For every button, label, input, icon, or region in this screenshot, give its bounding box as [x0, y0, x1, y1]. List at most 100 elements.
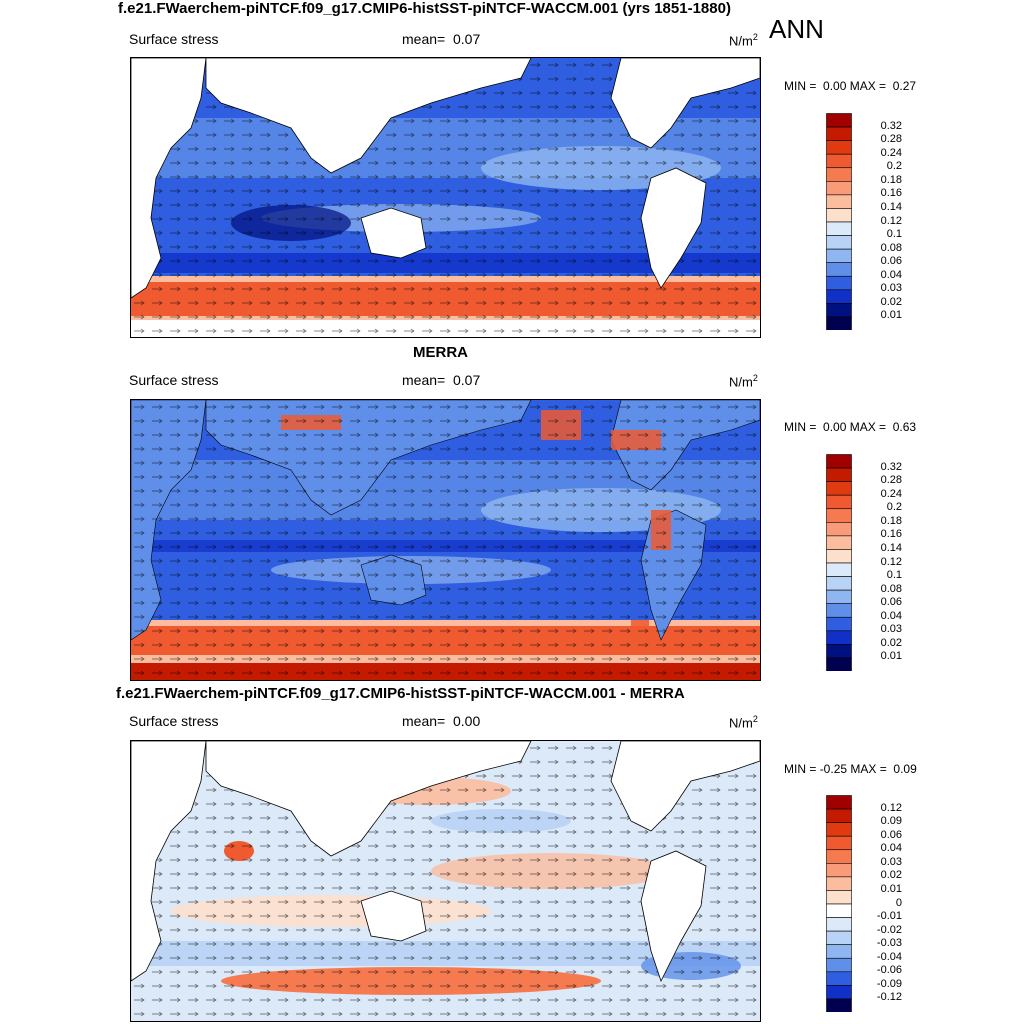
colorbar-swatch: [826, 576, 852, 591]
colorbar-swatch: [826, 630, 852, 645]
season-label: ANN: [769, 14, 824, 44]
colorbar-tick-label: 0.12: [880, 801, 902, 814]
colorbar-tick-label: -0.06: [876, 964, 902, 977]
colorbar-tick-label: 0.1: [886, 569, 902, 582]
colorbar-tick-label: 0.14: [880, 541, 902, 554]
panel-1-units-base: N/m: [729, 33, 753, 49]
colorbar-tick-label: 0.32: [880, 460, 902, 473]
panel-2-title: MERRA: [413, 344, 468, 361]
colorbar-swatch: [826, 316, 852, 331]
colorbar-swatch: [826, 508, 852, 523]
panel-1-map: [130, 57, 761, 338]
colorbar-tick-label: 0.08: [880, 241, 902, 254]
colorbar-tick-label: 0: [895, 896, 902, 909]
colorbar-svg: [826, 795, 852, 1013]
panel-1-mean-value: 0.07: [452, 31, 481, 47]
colorbar-tick-label: 0.12: [880, 555, 902, 568]
colorbar-tick-label: 0.2: [886, 501, 902, 514]
panel-2-min-value: 0.00: [823, 420, 847, 434]
panel-1-colorbar-labels: 0.32 0.28 0.24 0.2 0.18 0.16 0.14 0.12 0.1 0.08 0.…: [860, 113, 920, 330]
colorbar-tick-label: -0.04: [876, 950, 902, 963]
colorbar-swatch: [826, 957, 852, 973]
colorbar-tick-label: 0.04: [880, 609, 902, 622]
colorbar-tick-label: 0.02: [880, 636, 902, 649]
panel-3-land: [131, 741, 760, 983]
colorbar-tick-label: 0.12: [880, 214, 902, 227]
panel-2-max-value: 0.63: [892, 420, 917, 434]
colorbar-swatch: [826, 481, 852, 496]
colorbar-swatch: [826, 549, 852, 564]
colorbar-swatch: [826, 535, 852, 550]
colorbar-swatch: [826, 795, 852, 810]
colorbar-swatch: [826, 221, 852, 236]
colorbar-tick-label: 0.01: [880, 309, 902, 322]
panel-3-units: N/m2: [729, 714, 758, 730]
colorbar-swatch: [826, 562, 852, 577]
colorbar-swatch: [826, 289, 852, 304]
colorbar-swatch: [826, 644, 852, 659]
colorbar-swatch: [826, 454, 852, 469]
colorbar-tick-label: 0.01: [880, 882, 902, 895]
colorbar-swatch: [826, 998, 852, 1013]
colorbar-tick-label: 0.18: [880, 173, 902, 186]
colorbar-swatch: [826, 616, 852, 632]
panel-2-map-svg: [131, 400, 760, 680]
colorbar-swatch: [826, 903, 852, 918]
colorbar-tick-label: 0.09: [880, 815, 902, 828]
panel-2-colorbar-labels: 0.32 0.28 0.24 0.2 0.18 0.16 0.14 0.12 0.1 0.08 0.…: [860, 454, 920, 671]
colorbar-tick-label: 0.32: [880, 119, 902, 132]
panel-3-min-value: -0.25: [819, 762, 848, 776]
colorbar-swatch: [826, 849, 852, 864]
panel-1-land: [131, 58, 760, 299]
panel-3-minmax: MIN = -0.25 MAX = 0.09: [784, 762, 917, 776]
colorbar-tick-label: 0.24: [880, 487, 902, 500]
colorbar-tick-label: 0.18: [880, 514, 902, 527]
panel-3-colorbar: [826, 795, 852, 1013]
colorbar-swatch: [826, 863, 852, 878]
panel-3-mean-value: 0.00: [452, 713, 481, 729]
colorbar-tick-label: 0.03: [880, 282, 902, 295]
colorbar-swatch: [826, 208, 852, 223]
colorbar-tick-label: 0.1: [886, 228, 902, 241]
panel-2-mean: mean= 0.07: [402, 372, 480, 388]
colorbar-swatch: [826, 235, 852, 250]
colorbar-swatch: [826, 167, 852, 182]
panel-2-units-exp: 2: [752, 373, 758, 383]
colorbar-tick-label: 0.14: [880, 200, 902, 213]
panel-1-mean-label: mean=: [402, 31, 446, 47]
colorbar-swatch: [826, 944, 852, 959]
colorbar-swatch: [826, 971, 852, 986]
panel-2-units-base: N/m: [729, 374, 753, 390]
colorbar-swatch: [826, 113, 852, 128]
panel-3-mean: mean= 0.00: [402, 713, 480, 729]
colorbar-svg: [826, 454, 852, 672]
panel-1-map-svg: [131, 58, 760, 337]
panel-1-max-label: MAX =: [849, 79, 887, 93]
panel-3-min-label: MIN =: [784, 762, 817, 776]
colorbar-svg: [826, 113, 852, 331]
panel-3-units-base: N/m: [729, 715, 753, 731]
panel-2-units: N/m2: [729, 373, 758, 389]
panel-3-variable: Surface stress: [129, 713, 219, 729]
panel-1-min-value: 0.00: [823, 79, 847, 93]
panel-1-title: f.e21.FWaerchem-piNTCF.f09_g17.CMIP6-his…: [118, 0, 731, 17]
colorbar-tick-label: 0.06: [880, 596, 902, 609]
colorbar-tick-label: 0.28: [880, 133, 902, 146]
panel-1-variable: Surface stress: [129, 31, 219, 47]
panel-1-min-label: MIN =: [784, 79, 817, 93]
colorbar-swatch: [826, 494, 852, 510]
colorbar-tick-label: 0.06: [880, 828, 902, 841]
colorbar-swatch: [826, 140, 852, 155]
colorbar-tick-label: -0.12: [876, 991, 902, 1004]
colorbar-swatch: [826, 822, 852, 837]
colorbar-swatch: [826, 126, 852, 141]
panel-2-min-label: MIN =: [784, 420, 817, 434]
colorbar-tick-label: 0.28: [880, 474, 902, 487]
colorbar-swatch: [826, 589, 852, 604]
colorbar-swatch: [826, 603, 852, 618]
panel-1-units-exp: 2: [752, 32, 758, 42]
colorbar-tick-label: 0.04: [880, 842, 902, 855]
panel-3-map: [130, 740, 761, 1022]
colorbar-tick-label: -0.03: [876, 937, 902, 950]
panel-2-max-label: MAX =: [849, 420, 887, 434]
